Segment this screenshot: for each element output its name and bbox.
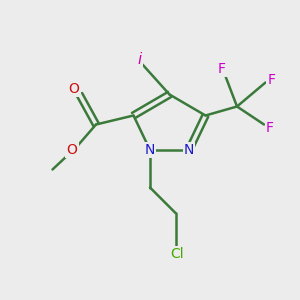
Text: N: N	[145, 143, 155, 157]
Text: Cl: Cl	[170, 248, 184, 261]
Text: i: i	[137, 52, 142, 68]
Text: F: F	[266, 121, 274, 134]
Text: N: N	[184, 143, 194, 157]
Text: F: F	[268, 73, 275, 86]
Text: O: O	[69, 82, 80, 96]
Text: F: F	[218, 62, 226, 76]
Text: O: O	[67, 143, 77, 157]
